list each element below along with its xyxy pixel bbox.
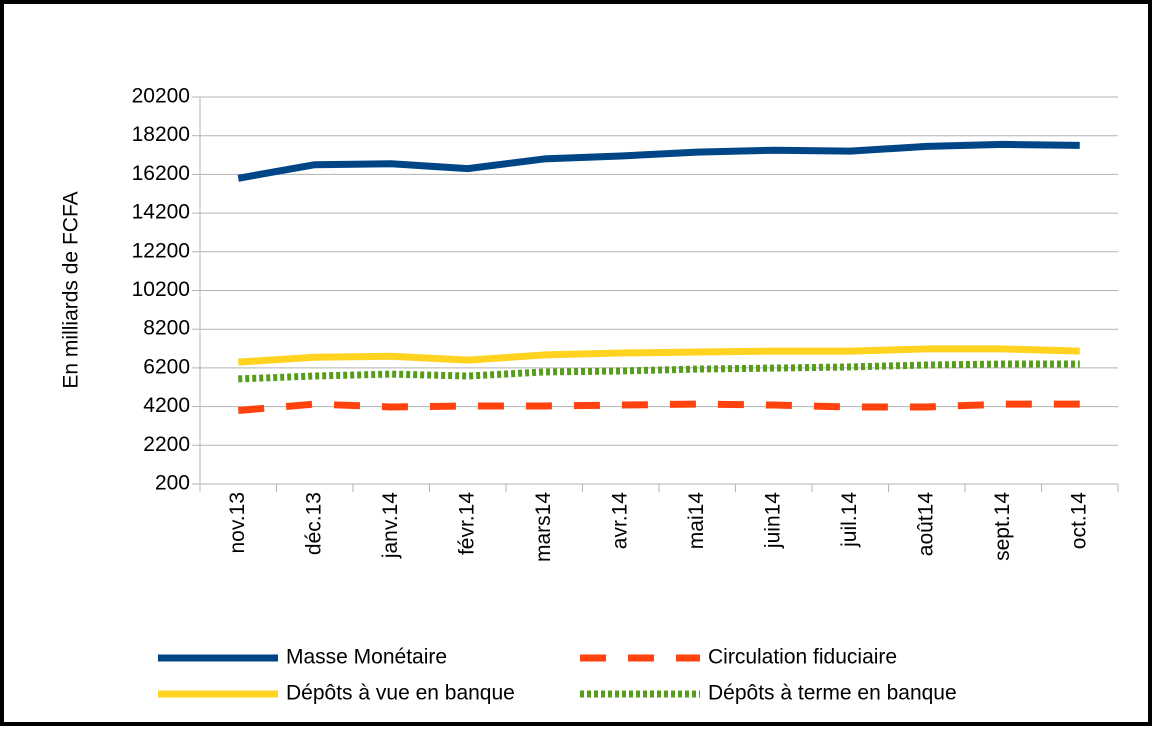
- legend-label: Dépôts à vue en banque: [286, 682, 515, 705]
- x-tick-label: févr.14: [455, 492, 478, 555]
- x-tick-label: juin14: [761, 492, 784, 549]
- series-line: [238, 360, 1080, 383]
- y-tick-label: 6200: [143, 355, 190, 378]
- series-line: [237, 140, 1080, 182]
- y-tick-label: 20200: [132, 85, 190, 108]
- legend-label: Masse Monétaire: [286, 646, 447, 669]
- x-tick-label: mai14: [685, 492, 708, 550]
- y-tick-label: 16200: [132, 162, 190, 185]
- series-line: [238, 345, 1080, 366]
- y-axis-label: En milliards de FCFA: [60, 191, 83, 388]
- y-tick-label: 14200: [132, 201, 190, 224]
- legend-label: Circulation fiduciaire: [708, 646, 897, 669]
- y-tick-label: 10200: [132, 278, 190, 301]
- x-tick-label: mars14: [532, 492, 555, 562]
- y-tick-label: 2200: [143, 433, 190, 456]
- y-tick-label: 8200: [143, 317, 190, 340]
- x-tick-label: août14: [914, 492, 937, 557]
- x-tick-label: avr.14: [608, 492, 631, 550]
- y-tick-label: 4200: [143, 394, 190, 417]
- y-tick-label: 18200: [132, 123, 190, 146]
- x-tick-label: juil.14: [838, 492, 861, 548]
- x-tick-label: oct.14: [1067, 492, 1090, 550]
- x-tick-label: janv.14: [379, 492, 402, 559]
- x-tick-label: sept.14: [991, 492, 1014, 561]
- y-tick-label: 12200: [132, 239, 190, 262]
- legend-label: Dépôts à terme en banque: [708, 682, 957, 705]
- x-tick-label: nov.13: [226, 492, 249, 554]
- y-tick-label: 200: [155, 472, 190, 495]
- x-tick-label: déc.13: [302, 492, 325, 555]
